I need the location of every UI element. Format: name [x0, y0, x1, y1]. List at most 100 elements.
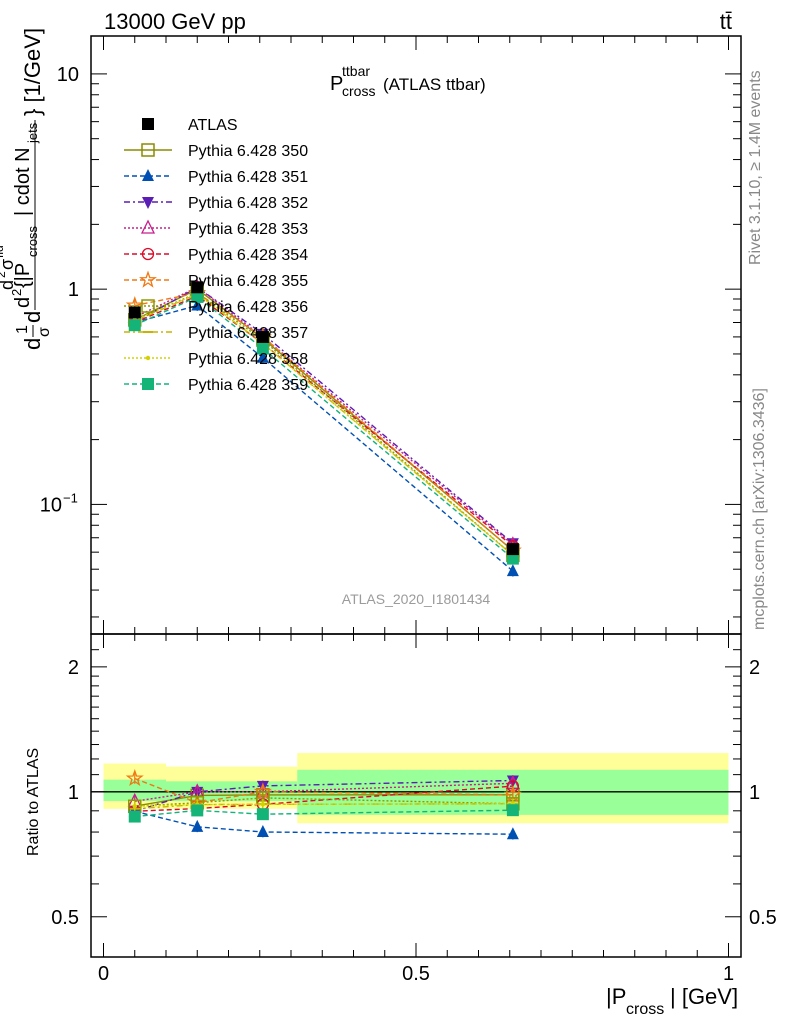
- legend-entry: Pythia 6.428 358: [124, 351, 308, 368]
- legend-label: Pythia 6.428 355: [188, 273, 308, 290]
- ratio-point: [132, 804, 137, 809]
- svg-text:σ: σ: [36, 327, 53, 337]
- ratio-point: [125, 769, 144, 787]
- reference-point: [128, 306, 141, 319]
- ratio-point: [256, 808, 269, 821]
- svg-text:{|P: {|P: [12, 263, 34, 288]
- ratio-bands: [91, 753, 741, 824]
- legend-label: Pythia 6.428 356: [188, 299, 308, 316]
- series-point: [128, 319, 141, 332]
- series-line-1: [134, 304, 514, 572]
- legend-label: Pythia 6.428 354: [188, 247, 308, 264]
- main-plot-area: [125, 278, 522, 577]
- series-line-9: [134, 296, 514, 560]
- svg-text:} [1/GeV]: } [1/GeV]: [20, 28, 45, 116]
- ratio-line-5: [134, 777, 513, 804]
- svg-text:d: d: [20, 311, 45, 323]
- ratio-line-3: [134, 782, 513, 802]
- ratio-line-0: [134, 794, 513, 807]
- series-point: [256, 350, 269, 363]
- legend-marker: [139, 270, 157, 288]
- ratio-point: [191, 819, 204, 832]
- ratio-line-8: [134, 803, 513, 807]
- series-line-5: [134, 292, 514, 552]
- legend-marker: [145, 355, 151, 361]
- svg-text:ttbar: ttbar: [342, 63, 370, 79]
- svg-text:jets: jets: [25, 122, 40, 144]
- xlabel: |P cross | [GeV]: [606, 984, 738, 1018]
- legend-marker: [142, 118, 154, 130]
- rivet-version-label: Rivet 3.1.10, ≥ 1.4M events: [747, 70, 764, 265]
- legend-entry: Pythia 6.428 359: [124, 377, 308, 394]
- legend-marker: [141, 247, 155, 261]
- svg-text:| cdot N: | cdot N: [12, 147, 34, 216]
- reference-point: [256, 330, 269, 343]
- legend-entry: Pythia 6.428 355: [124, 270, 308, 290]
- svg-text:P: P: [330, 73, 343, 95]
- legend-entry: Pythia 6.428 357: [124, 325, 308, 342]
- analysis-watermark: ATLAS_2020_I1801434: [342, 591, 491, 607]
- x-tick-label: 0.5: [402, 963, 430, 985]
- y-tick-label: 1: [68, 279, 79, 301]
- y-tick-label: 10: [57, 64, 79, 86]
- legend-label: Pythia 6.428 353: [188, 221, 308, 238]
- ratio-y-tick-label-right: 0.5: [749, 907, 777, 929]
- svg-text:1: 1: [14, 325, 31, 334]
- ratio-y-tick-label: 0.5: [51, 907, 79, 929]
- series-point: [256, 342, 269, 355]
- legend-label: Pythia 6.428 358: [188, 351, 308, 368]
- svg-text:fid: fid: [0, 245, 6, 258]
- legend-entry: Pythia 6.428 351: [124, 169, 308, 186]
- series-point: [191, 298, 204, 311]
- energy-label: 13000 GeV pp: [104, 9, 246, 34]
- legend-marker: [141, 299, 155, 313]
- legend-entry: Pythia 6.428 356: [124, 299, 308, 316]
- legend-entry: Pythia 6.428 354: [124, 247, 308, 264]
- svg-text:σ: σ: [0, 259, 17, 270]
- series-line-8: [134, 293, 514, 556]
- series-line-6: [134, 292, 514, 556]
- svg-text:cross: cross: [626, 1001, 664, 1018]
- series-line-4: [134, 295, 514, 547]
- reference-point: [191, 281, 204, 294]
- legend-label: Pythia 6.428 351: [188, 169, 308, 186]
- legend-marker: [140, 219, 156, 234]
- svg-text:| [GeV]: | [GeV]: [670, 984, 738, 1009]
- ratio-y-tick-label: 2: [68, 657, 79, 679]
- legend-marker: [142, 169, 154, 181]
- legend-entry: ATLAS: [142, 117, 238, 134]
- svg-text:d: d: [0, 280, 17, 290]
- series-point: [191, 290, 204, 303]
- x-tick-label: 1: [723, 963, 734, 985]
- svg-text:2: 2: [0, 271, 8, 278]
- legend-marker: [141, 143, 155, 157]
- x-tick-label: 0: [98, 963, 109, 985]
- series-point: [506, 564, 519, 577]
- plot-title: P ttbar cross (ATLAS ttbar): [330, 63, 486, 99]
- ratio-line-6: [134, 797, 513, 807]
- main-ylabel: d 1 σ d d 2 {|P cross | cdot N jets d 2 …: [0, 28, 53, 350]
- legend-entry: Pythia 6.428 350: [124, 143, 308, 160]
- ratio-plot-area: [125, 769, 522, 840]
- legend-label: Pythia 6.428 359: [188, 377, 308, 394]
- y-tick-label-exp: −1: [63, 490, 78, 505]
- legend-marker: [142, 197, 154, 209]
- legend-label: ATLAS: [188, 117, 238, 134]
- reference-point: [506, 543, 519, 556]
- ratio-point: [506, 804, 519, 817]
- svg-text:|P: |P: [606, 984, 626, 1009]
- ratio-line-2: [134, 779, 513, 812]
- ratio-ylabel: Ratio to ATLAS: [25, 748, 42, 856]
- ratio-point: [128, 810, 141, 823]
- process-label: tt̄: [720, 9, 732, 34]
- legend: ATLAS Pythia 6.428 350 Pythia 6.428 351 Pyt…: [124, 117, 308, 394]
- mcplots-label: mcplots.cern.ch [arXiv:1306.3436]: [751, 388, 768, 630]
- legend-label: Pythia 6.428 352: [188, 195, 308, 212]
- svg-text:2: 2: [9, 289, 24, 296]
- ratio-y-tick-label-right: 2: [749, 657, 760, 679]
- ratio-line-1: [134, 810, 513, 835]
- svg-text:d: d: [20, 338, 45, 350]
- svg-text:d: d: [12, 297, 34, 308]
- ratio-point: [506, 827, 519, 840]
